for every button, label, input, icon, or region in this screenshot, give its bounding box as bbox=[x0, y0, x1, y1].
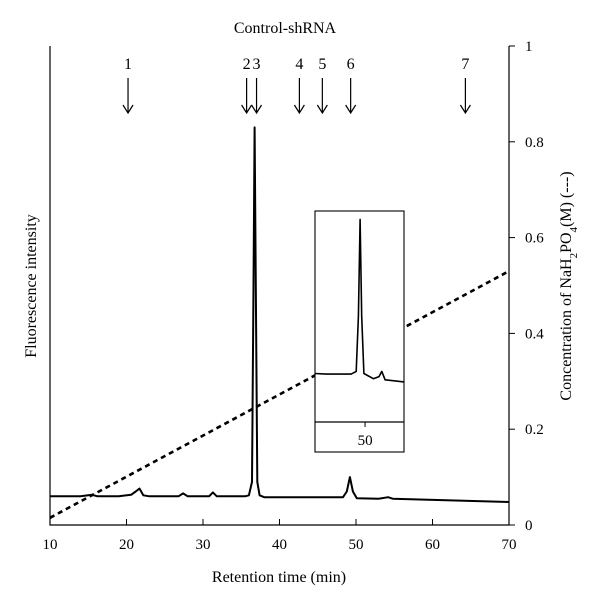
ticks-group: 10 20 30 40 50 60 70 0 0.2 0.4 0.6 0.8 1 bbox=[43, 39, 545, 553]
chart-title: Control-shRNA bbox=[234, 20, 337, 37]
y-right-label-mid: PO bbox=[558, 232, 575, 252]
peak-marker-arrow bbox=[345, 78, 357, 115]
y-right-label-suffix: (M) (---) bbox=[558, 171, 575, 227]
y-right-label-sub2: 4 bbox=[568, 226, 580, 232]
x-tick-label: 60 bbox=[425, 537, 440, 553]
inset-x-tick-label: 50 bbox=[358, 433, 373, 449]
y-axis-label-right: Concentration of NaH2PO4(M) (---) bbox=[558, 171, 580, 400]
peak-marker-arrow bbox=[122, 78, 134, 115]
x-tick-label: 50 bbox=[349, 537, 364, 553]
y-right-tick-label: 0.8 bbox=[525, 135, 544, 151]
axes-group bbox=[49, 46, 510, 526]
inset-trace bbox=[314, 218, 405, 383]
peak-marker-arrow bbox=[241, 78, 253, 115]
peak-marker-label: 4 bbox=[295, 56, 303, 73]
peak-marker-label: 7 bbox=[461, 56, 469, 73]
peak-marker-arrow bbox=[251, 78, 263, 115]
x-tick-label: 40 bbox=[272, 537, 287, 553]
x-axis-label: Retention time (min) bbox=[212, 569, 346, 586]
plot-frame bbox=[49, 46, 510, 526]
peak-marker-label: 6 bbox=[347, 56, 355, 73]
peak-marker-arrow bbox=[459, 78, 471, 115]
y-right-tick-label: 1 bbox=[525, 39, 533, 55]
series-group bbox=[49, 126, 510, 519]
inset-group: 50 bbox=[314, 210, 405, 453]
y-right-tick-label: 0 bbox=[525, 518, 533, 534]
peak-marker-label: 1 bbox=[124, 56, 132, 73]
x-tick-label: 30 bbox=[196, 537, 211, 553]
peak-marker-label: 2 bbox=[243, 56, 251, 73]
x-tick-label: 10 bbox=[43, 537, 58, 553]
x-tick-label: 20 bbox=[119, 537, 134, 553]
y-right-tick-label: 0.6 bbox=[525, 231, 544, 247]
peak-marker-arrow bbox=[316, 78, 328, 115]
y-right-tick-label: 0.4 bbox=[525, 326, 544, 342]
x-tick-label: 70 bbox=[502, 537, 517, 553]
phosphate-gradient-line bbox=[49, 269, 510, 519]
y-right-tick-label: 0.2 bbox=[525, 422, 544, 438]
y-right-label-sub1: 2 bbox=[568, 253, 580, 259]
fluorescence-trace bbox=[50, 126, 510, 503]
peak-marker-label: 5 bbox=[318, 56, 326, 73]
peak-marker-arrow bbox=[293, 78, 305, 115]
y-axis-label-left: Fluorescence intensity bbox=[23, 214, 40, 358]
peak-marker-label: 3 bbox=[253, 56, 261, 73]
y-right-label-prefix: Concentration of NaH bbox=[558, 258, 575, 401]
